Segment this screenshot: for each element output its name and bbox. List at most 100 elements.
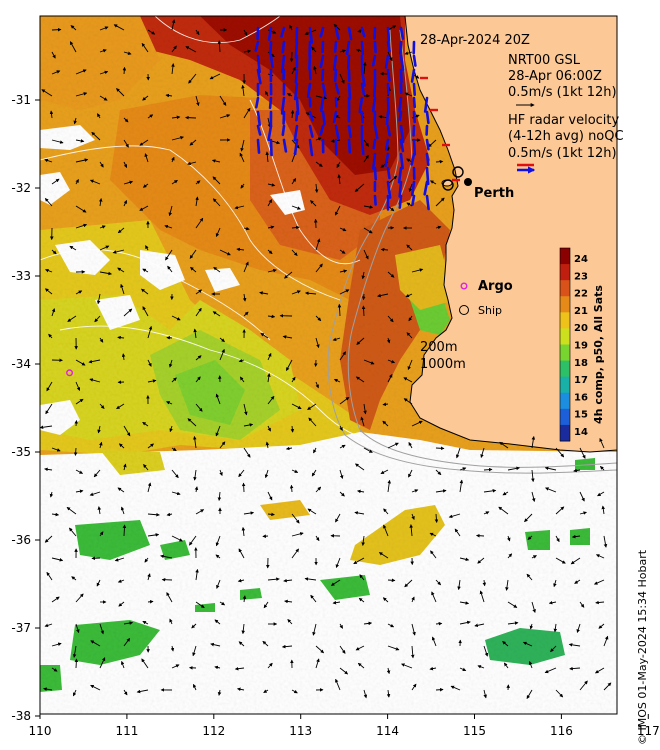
current-vector: [408, 183, 413, 193]
current-vector: [531, 469, 535, 483]
current-vector: [267, 373, 271, 383]
current-vector: [142, 620, 149, 625]
current-vector: [171, 115, 181, 120]
radar-vector: [412, 110, 417, 124]
current-vector: [195, 355, 202, 361]
radar-vector: [268, 96, 273, 110]
current-vector: [169, 425, 173, 433]
sst-contours: [40, 16, 381, 441]
current-vector: [219, 469, 223, 477]
current-vector: [147, 325, 153, 339]
timestamp-label: 28-Apr-2024 20Z: [420, 33, 530, 48]
current-vector: [599, 465, 605, 471]
current-vector: [477, 557, 485, 564]
current-vector: [117, 487, 125, 493]
colorbar-frame: [559, 247, 571, 442]
current-vector: [411, 683, 417, 691]
current-vector: [378, 552, 389, 559]
radar-scale-label: 0.5m/s (1kt 12h): [508, 146, 617, 161]
radar-vectors: [254, 26, 460, 211]
current-vector: [217, 689, 222, 696]
current-vector: [123, 621, 134, 625]
current-vector: [404, 92, 413, 97]
current-vector: [192, 683, 197, 691]
current-vector: [410, 645, 415, 659]
current-vector: [265, 441, 270, 449]
colorbar-tick-label: 16: [574, 392, 588, 403]
current-vector: [241, 526, 246, 537]
current-vector: [526, 573, 533, 581]
radar-vector: [384, 54, 390, 69]
current-vector: [357, 662, 365, 669]
wind-scale-label: 0.5m/s (1kt 12h): [508, 85, 617, 100]
current-vector: [190, 266, 197, 273]
radar-vector: [386, 40, 391, 53]
colorbar-tick-label: 20: [574, 323, 588, 334]
current-vector: [291, 469, 299, 473]
current-vector: [170, 645, 175, 652]
current-vector: [166, 592, 173, 603]
current-vector: [216, 579, 221, 589]
current-vector: [290, 425, 295, 433]
current-vector: [99, 657, 106, 669]
current-vector: [291, 689, 298, 694]
argo-label: Argo: [478, 279, 513, 294]
radar-vector: [321, 82, 327, 97]
current-vector: [529, 623, 534, 630]
radar-vector: [412, 96, 417, 109]
current-vector: [171, 377, 177, 383]
lat-tick-label: -37: [11, 621, 31, 635]
radar-vector: [280, 96, 286, 115]
current-vector: [75, 139, 85, 143]
current-vector: [195, 29, 200, 36]
current-vector: [96, 579, 101, 587]
current-vector: [73, 117, 77, 125]
current-vector: [185, 46, 197, 53]
current-vector: [573, 468, 581, 473]
lon-tick-label: 110: [29, 724, 52, 738]
current-vector: [307, 508, 317, 515]
current-vector: [361, 271, 366, 280]
radar-vector: [399, 26, 405, 40]
colorbar-swatch: [560, 344, 570, 362]
current-vector: [243, 447, 251, 458]
current-vector: [435, 197, 445, 207]
current-vector: [311, 469, 317, 477]
current-vector: [267, 512, 275, 517]
current-vector: [291, 178, 297, 185]
current-vector: [213, 266, 221, 273]
current-vector: [171, 315, 181, 321]
current-vector: [141, 288, 149, 295]
current-vector: [339, 73, 345, 84]
current-vector: [239, 376, 245, 383]
current-vector: [90, 684, 101, 691]
current-vector: [238, 358, 245, 363]
current-vector: [195, 568, 199, 581]
current-vector: [267, 662, 273, 669]
current-vector: [315, 486, 322, 493]
current-vector: [407, 359, 413, 371]
colorbar-swatch: [560, 408, 570, 426]
current-vector: [595, 600, 605, 605]
current-vector: [289, 24, 293, 31]
current-vector: [363, 447, 373, 453]
radar-vector: [347, 124, 352, 139]
current-vector: [217, 491, 222, 501]
lat-tick-label: -38: [11, 709, 31, 723]
current-vector: [75, 398, 84, 405]
colorbar-swatch: [560, 296, 570, 313]
current-vector: [315, 161, 323, 167]
current-vector: [123, 637, 131, 647]
current-vector: [118, 443, 125, 449]
current-vector: [44, 467, 53, 472]
radar-vector: [307, 54, 312, 71]
current-vector: [219, 337, 225, 343]
current-vector: [403, 398, 413, 405]
current-vector: [315, 95, 328, 100]
current-vector: [507, 621, 519, 625]
current-vector: [219, 348, 225, 361]
current-vector: [168, 205, 173, 217]
current-vector: [51, 596, 60, 603]
current-vector: [90, 640, 101, 647]
radar-vector: [280, 26, 286, 38]
